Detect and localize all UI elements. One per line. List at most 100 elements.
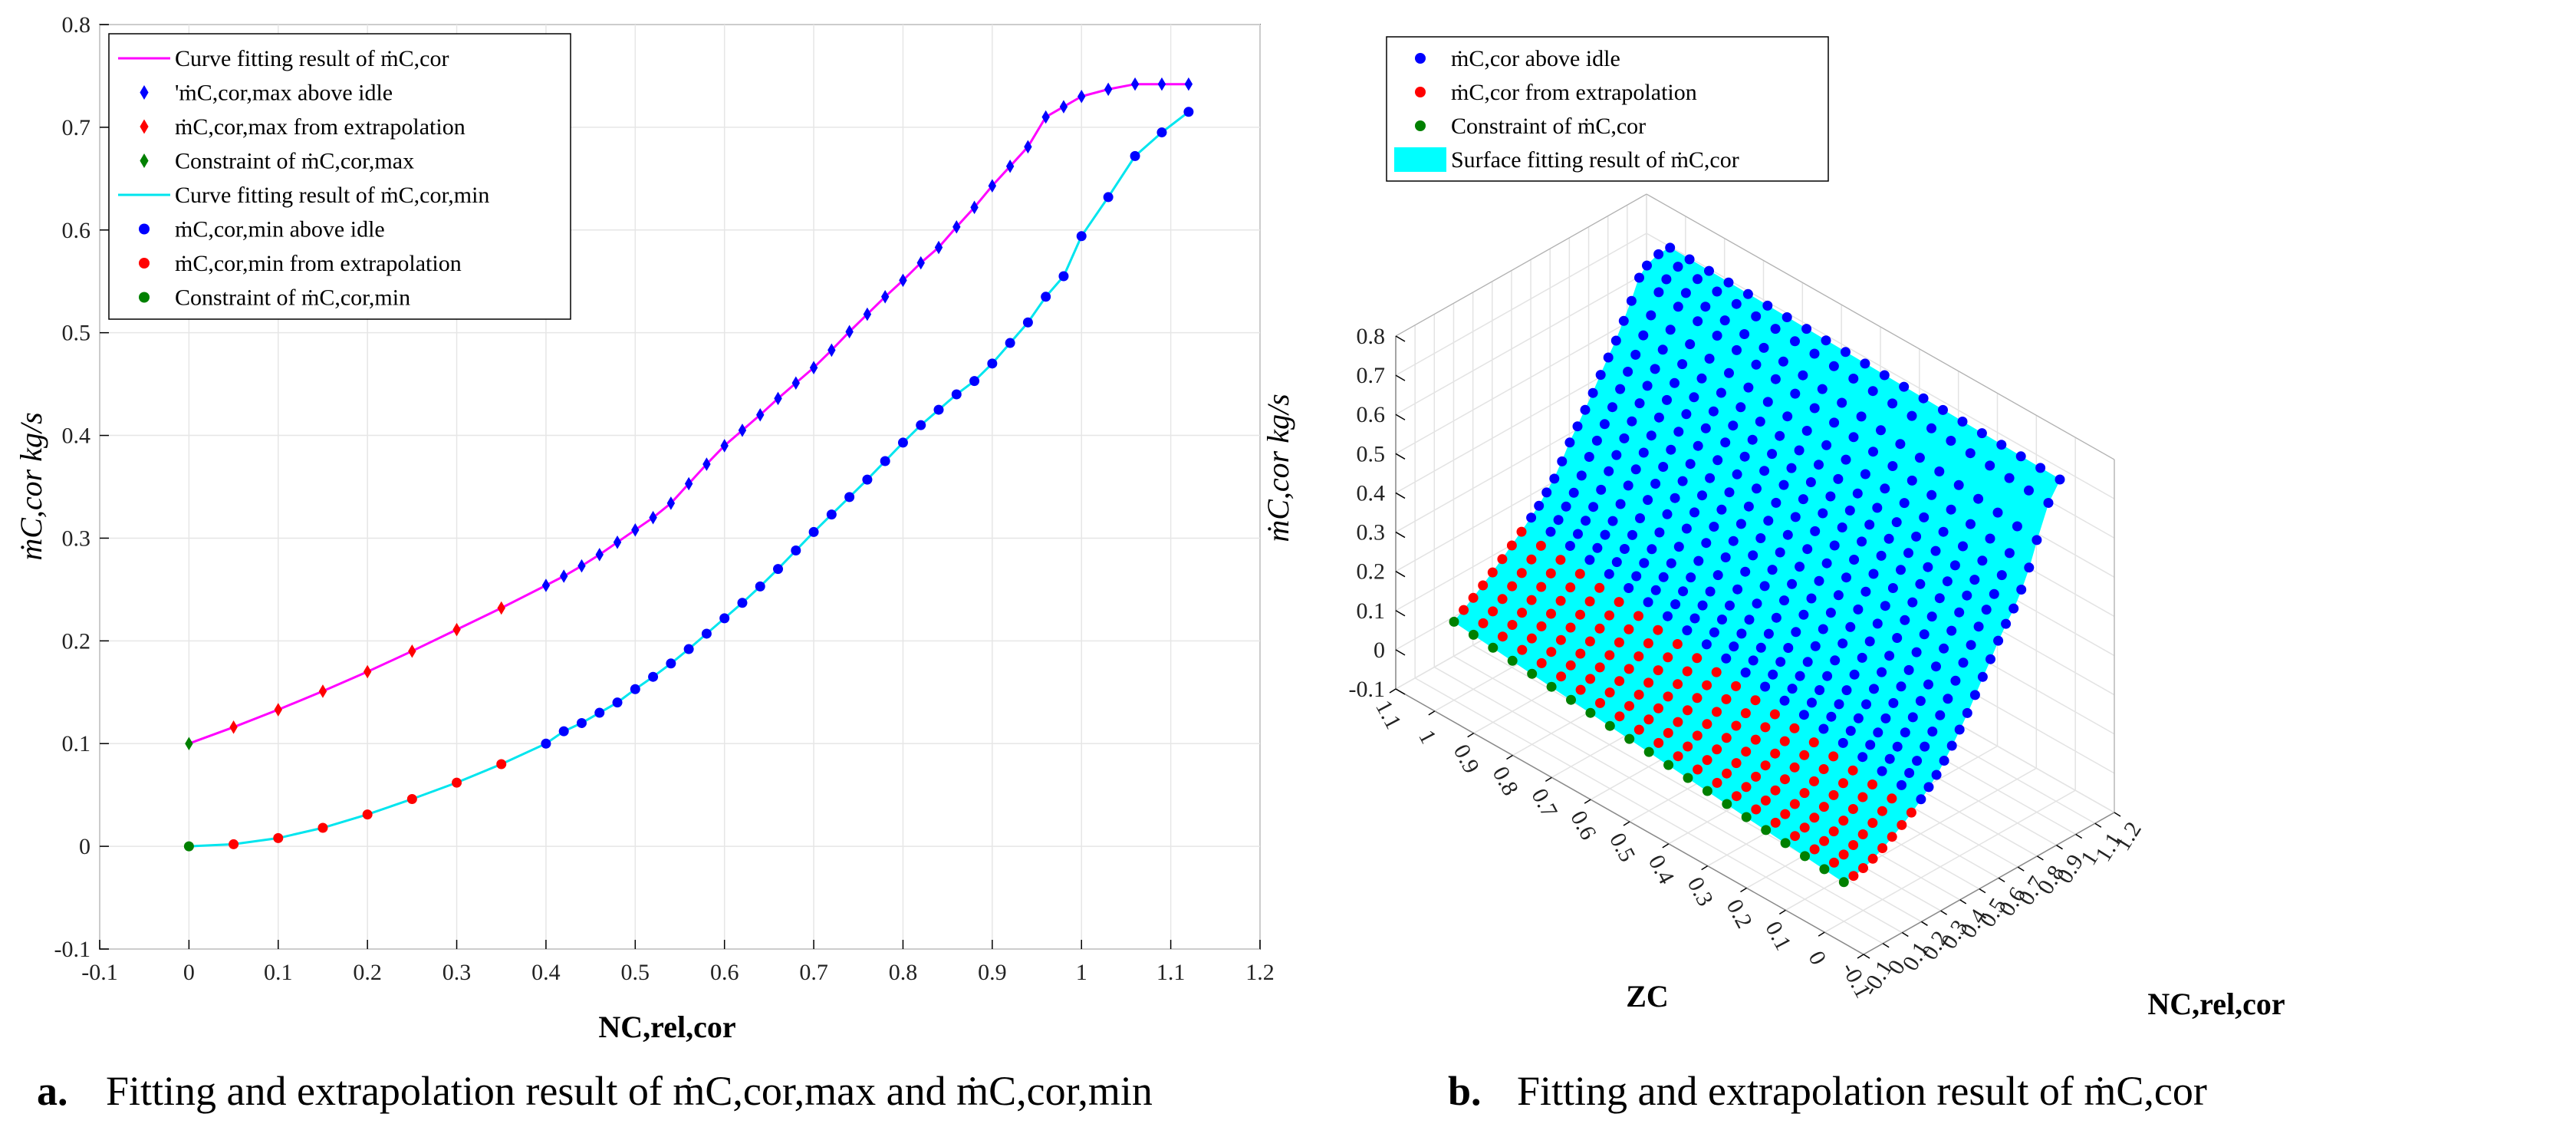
m-tick-mark (1395, 414, 1406, 420)
dot-marker (612, 697, 623, 708)
surface-data-point (1977, 671, 1988, 682)
surface-data-point (1600, 529, 1610, 540)
surface-data-point (1658, 462, 1669, 472)
surface-data-point (1468, 592, 1479, 603)
surface-data-point (1692, 693, 1703, 704)
surface-data-point (1722, 799, 1732, 809)
surface-data-point (1619, 544, 1630, 554)
surface-data-point (1624, 700, 1634, 711)
surface-data-point (1857, 752, 1868, 763)
surface-data-point (1729, 641, 1739, 652)
diamond-marker (185, 737, 193, 750)
surface-data-point (1873, 727, 1883, 738)
diamond-marker (631, 522, 640, 537)
surface-data-point (1853, 713, 1864, 723)
diamond-marker (809, 361, 818, 374)
surface-data-point (1619, 433, 1630, 443)
surface-data-point (1800, 851, 1810, 862)
surface-data-point (1953, 480, 1964, 490)
surface-data-point (1821, 440, 1832, 450)
surface-data-point (1926, 611, 1937, 622)
surface-data-point (1630, 349, 1641, 360)
dot-marker (791, 545, 801, 556)
surface-data-point (1806, 593, 1817, 604)
surface-data-point (1643, 714, 1654, 725)
surface-data-point (1858, 863, 1868, 873)
surface-data-point (1860, 469, 1870, 480)
surface-data-point (1677, 476, 1688, 486)
surface-data-point (1926, 489, 1937, 500)
surface-data-point (1938, 526, 1949, 537)
surface-data-point (1683, 773, 1693, 783)
surface-data-point (1819, 864, 1830, 875)
caption-b-text: Fitting and extrapolation result of ṁC,c… (1517, 1068, 2207, 1114)
surface-data-point (1653, 665, 1663, 676)
surface-data-point (1887, 832, 1897, 842)
x-tick-label: -0.1 (81, 960, 118, 985)
surface-data-point (1903, 548, 1913, 559)
surface-data-point (1653, 287, 1664, 298)
panel-a-series (183, 77, 1194, 852)
surface-data-point (1702, 680, 1712, 690)
surface-data-point (1801, 426, 1812, 436)
surface-data-point (1985, 533, 1995, 544)
surface-data-point (1818, 802, 1829, 812)
surface-data-point (1680, 288, 1691, 298)
m-tick-mark (1395, 571, 1406, 578)
diamond-marker (916, 255, 925, 270)
surface-data-point (1965, 448, 1976, 459)
surface-data-point (1516, 526, 1527, 537)
dot-marker (880, 456, 890, 466)
z-tick-mark (1818, 931, 1825, 937)
diamond-marker (666, 496, 676, 510)
surface-data-point (1954, 607, 1965, 618)
surface-data-point (1638, 330, 1649, 341)
surface-data-point (1720, 552, 1731, 562)
surface-data-point (1853, 604, 1864, 615)
z-tick-label: 1 (1413, 726, 1441, 748)
surface-data-point (1837, 397, 1847, 408)
surface-data-point (1584, 636, 1595, 647)
x-tick-label: 0.2 (353, 960, 382, 985)
surface-data-point (1725, 600, 1735, 611)
x-tick-label: 0.4 (531, 960, 561, 985)
surface-data-point (1670, 493, 1680, 503)
surface-data-point (1700, 302, 1711, 312)
diamond-marker (774, 391, 782, 406)
diamond-marker (845, 325, 854, 339)
surface-data-point (1819, 835, 1830, 846)
surface-data-point (1821, 335, 1831, 346)
surface-data-point (1607, 402, 1617, 413)
surface-data-point (1887, 583, 1898, 593)
surface-data-point (1856, 411, 1867, 422)
surface-data-point (1546, 608, 1556, 619)
surface-data-point (1689, 392, 1699, 403)
axis-edge (1395, 193, 1647, 337)
surface-data-point (1867, 853, 1878, 864)
dot-marker (1005, 338, 1015, 348)
surface-data-point (1643, 638, 1653, 648)
surface-data-point (1769, 709, 1780, 720)
surface-data-point (1829, 417, 1840, 428)
surface-data-point (1883, 533, 1894, 544)
diamond-marker (1157, 77, 1166, 91)
surface-data-point (2001, 618, 2012, 629)
surface-data-point (1751, 359, 1762, 370)
surface-data-point (1564, 541, 1575, 551)
legend-dot-swatch (1415, 87, 1426, 97)
surface-data-point (1557, 456, 1568, 466)
surface-data-point (1534, 500, 1545, 511)
surface-data-point (1795, 562, 1805, 572)
surface-data-point (1938, 404, 1948, 415)
surface-data-point (1719, 315, 1730, 326)
surface-data-point (1478, 618, 1489, 628)
surface-data-point (1787, 578, 1798, 589)
surface-data-point (1962, 707, 1972, 718)
surface-data-point (1865, 740, 1876, 750)
surface-data-point (1798, 494, 1808, 505)
surface-data-point (1942, 576, 1953, 587)
z-tick-mark (1662, 843, 1670, 849)
n-tick-mark (1998, 877, 2005, 883)
surface-data-point (1818, 624, 1828, 634)
surface-data-point (1825, 491, 1836, 502)
